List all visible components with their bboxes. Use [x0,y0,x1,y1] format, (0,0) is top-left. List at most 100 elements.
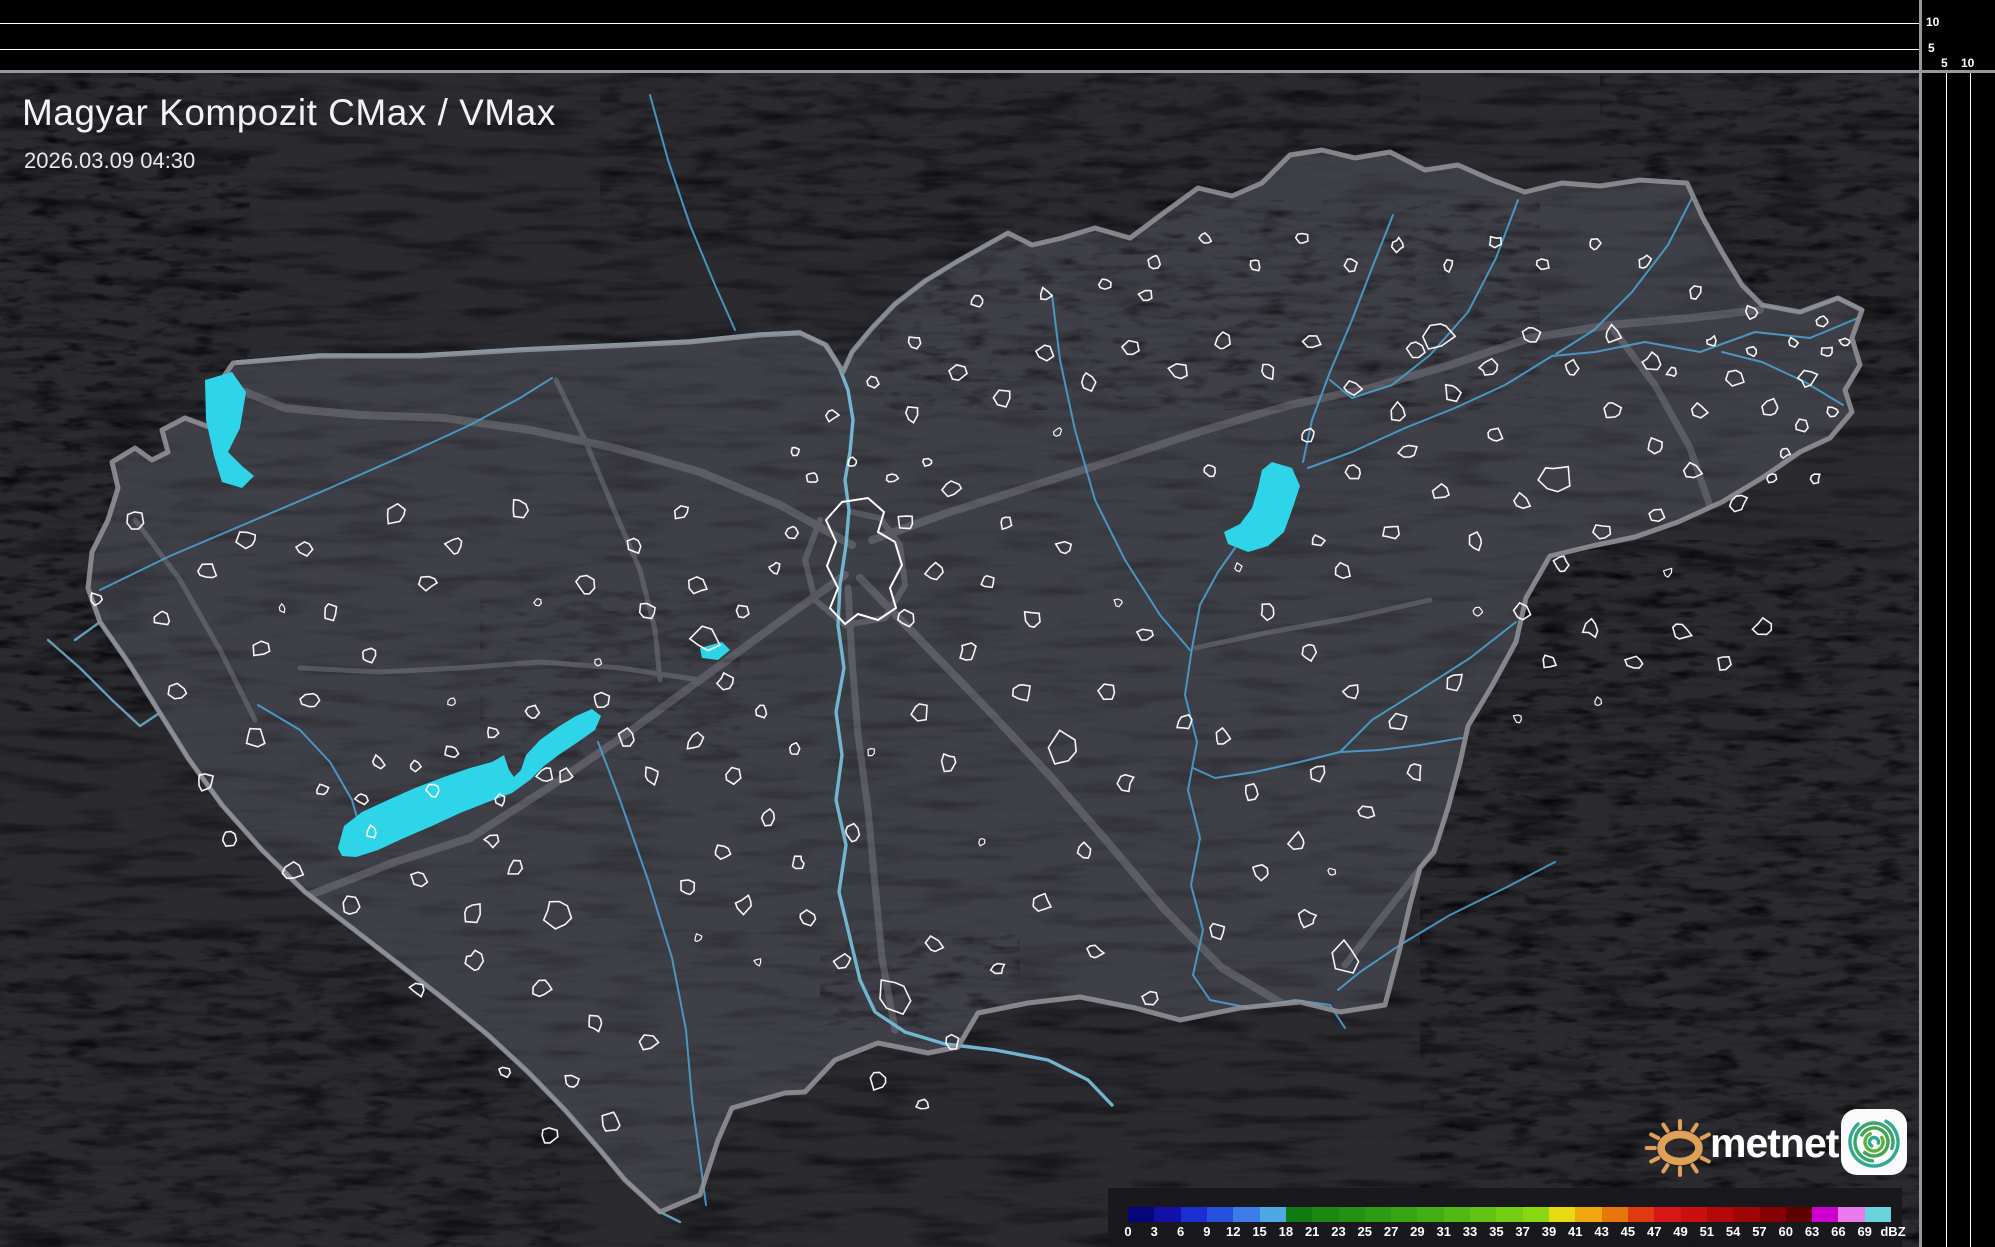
settlement-outline [790,446,800,457]
settlement-outline [1406,763,1422,782]
settlement-outline [361,647,377,664]
settlement-outline [1086,944,1106,959]
settlement-outline [1390,236,1405,254]
swirl-arc [1858,1126,1890,1158]
settlement-outline [409,759,423,773]
settlement-outline [1487,427,1504,442]
dbz-colorbar-labels: 0 3 6 9 12 15 18 21 23 25 27 29 31 33 35 37 39 41 43 45 47 49… [1124,1224,1906,1244]
settlement-outline [992,389,1011,408]
settlement-outline [1343,258,1359,273]
settlement-outline [464,949,485,972]
settlement-outline [221,830,238,847]
swirl-arc [1853,1121,1895,1163]
settlement-outline [1794,418,1809,433]
settlement-outline [542,900,573,930]
settlement-outline [588,1014,603,1033]
settlement-outline [1294,232,1309,244]
settlement-outline [408,982,425,998]
dbz-cell-0 [1128,1207,1155,1222]
dbz-label-49: 49 [1673,1224,1688,1239]
settlement-outline [1443,258,1454,274]
dbz-label-25: 25 [1357,1224,1373,1239]
swirl-arc [1848,1116,1900,1168]
metnet-logo[interactable]: metnet [1640,1098,1920,1190]
settlement-outline [353,793,370,806]
settlement-outline [534,767,554,783]
settlement-outline [1744,304,1759,321]
logo-text: metnet [1710,1120,1839,1166]
settlement-outline [754,704,768,719]
settlement-outline [867,747,876,757]
river-maros [1337,861,1556,991]
settlement-outline [1796,369,1819,389]
settlement-outline [897,515,914,530]
settlement-outline [1054,540,1073,555]
settlement-outline [1032,892,1053,913]
settlement-outline [725,766,742,786]
right-axis-label-10: 10 [1961,56,1975,70]
country-border [85,147,1865,1215]
settlement-outline [1477,357,1499,376]
settlement-outline [507,859,524,875]
settlement-outline [1135,628,1155,641]
dbz-cell-18 [1285,1207,1313,1222]
sun-icon [1644,1118,1711,1178]
settlement-outline [1344,464,1362,480]
settlement-outline [1147,254,1162,270]
settlement-outline [1234,562,1243,573]
settlement-outline [386,502,406,525]
timestamp: 2026.03.09 04:30 [24,148,196,173]
settlement-outline [904,406,919,424]
settlement-outline [715,671,735,691]
settlement-outline [1431,482,1451,499]
settlement-outline [680,879,696,896]
dbz-cell-41 [1575,1207,1602,1222]
settlement-outline [90,591,104,607]
settlement-outline [1648,508,1666,523]
sun-ray [1699,1155,1711,1164]
river-sajo [1302,214,1394,463]
river-vah [649,94,736,331]
sun-ray [1649,1132,1661,1141]
settlement-outline [959,642,977,661]
settlement-outline [626,537,642,555]
settlement-outline [1334,561,1352,580]
settlement-outline [1521,326,1542,343]
settlement-outline [1512,491,1532,510]
dbz-cell-54 [1733,1207,1760,1222]
settlement-outline [1444,383,1463,403]
settlement-outline [832,952,852,970]
settlement-outline [153,610,171,626]
settlement-outline [447,697,456,707]
settlement-outline [1468,530,1483,552]
settlement-outline [444,745,460,759]
dbz-label-23: 23 [1331,1224,1346,1239]
settlement-outline [805,472,819,483]
dbz-label-15: 15 [1252,1224,1267,1239]
sun-ray [1690,1163,1699,1174]
dbz-label-31: 31 [1436,1224,1451,1239]
settlement-outline [498,1066,512,1079]
dbz-cell-9 [1206,1207,1234,1222]
settlement-outline [1826,406,1840,418]
settlement-outline [1837,337,1851,347]
settlement-outline [1594,696,1603,707]
settlement-outline [1309,765,1326,783]
settlement-outline [1327,867,1337,876]
dbz-unit-label: dBZ [1880,1224,1906,1239]
settlement-outline [1809,473,1821,485]
swirl-arc [1863,1131,1885,1153]
settlement-outline [1000,516,1013,531]
dbz-cell-27 [1391,1207,1418,1222]
top-profile-gridline-5 [0,49,1919,50]
settlement-outline [970,294,984,308]
settlement-outline [940,480,963,498]
settlement-outline [342,895,361,915]
settlement-outline [371,753,386,770]
settlement-outline [1167,362,1188,380]
dbz-cell-35 [1496,1207,1523,1222]
lakes [205,372,1300,857]
river-zagyva [1051,294,1191,651]
dbz-label-3: 3 [1150,1224,1158,1239]
dbz-label-18: 18 [1278,1224,1294,1239]
